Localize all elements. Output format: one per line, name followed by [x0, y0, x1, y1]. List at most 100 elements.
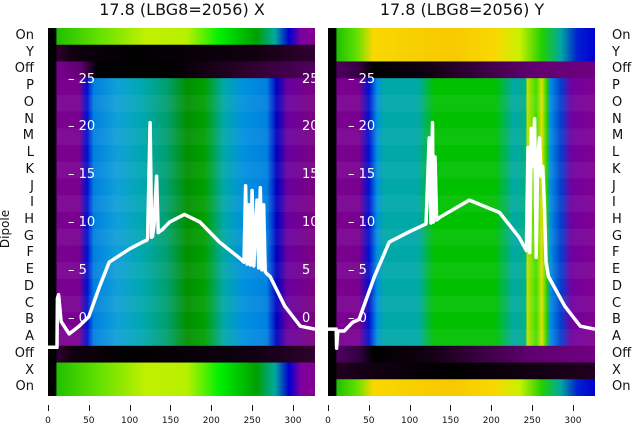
x-tick-mark	[532, 405, 534, 411]
heatmap-row	[328, 78, 595, 96]
row-label: On	[15, 379, 34, 395]
chart-title-x: 17.8 (LBG8=2056) X	[99, 0, 265, 19]
heatmap-row	[328, 94, 595, 113]
overlay-ytick-label: – 20	[348, 119, 376, 135]
heatmap-row-stripe	[56, 228, 315, 246]
x-tick-mark	[211, 405, 213, 411]
heatmap-row-stripe	[336, 262, 595, 279]
row-label: B	[612, 312, 621, 328]
heatmap-row	[328, 28, 595, 46]
row-label: D	[23, 278, 34, 294]
row-label: C	[612, 295, 622, 311]
heatmap-row	[48, 329, 315, 347]
row-label: Y	[612, 44, 620, 60]
x-tick-mark	[572, 405, 574, 411]
overlay-ytick-label: – 5	[68, 262, 87, 278]
heatmap-row	[328, 61, 595, 79]
heatmap-row	[48, 178, 315, 196]
heatmap-row-stripe	[56, 128, 315, 146]
overlay-ytick-label-right: 25	[302, 71, 319, 87]
heatmap-row-stripe	[336, 161, 595, 179]
x-tick-label: 100	[401, 416, 419, 426]
row-label: H	[612, 212, 622, 227]
heatmap-row	[48, 278, 315, 297]
heatmap-row	[328, 278, 595, 297]
row-label: Off	[14, 345, 34, 361]
row-label: F	[612, 245, 620, 261]
x-tick-label: 50	[83, 416, 95, 426]
overlay-ytick-label: – 0	[68, 310, 87, 326]
heatmap-row-stripe	[336, 228, 595, 246]
row-label: G	[23, 228, 34, 244]
heatmap-row	[48, 61, 315, 79]
overlay-ytick-label-right: 5	[302, 262, 311, 278]
row-label: X	[612, 362, 621, 378]
heatmap-row-stripe	[56, 262, 315, 279]
heatmap-row	[328, 379, 595, 396]
heatmap-panel-x	[48, 28, 315, 396]
row-label: D	[612, 278, 623, 294]
heatmap-row	[48, 94, 315, 113]
x-tick-label: 250	[243, 416, 261, 426]
x-tick-mark	[292, 405, 294, 411]
heatmap-row	[48, 145, 315, 163]
heatmap-row	[48, 44, 315, 62]
heatmap-panel-y	[328, 28, 595, 396]
row-label: M	[22, 128, 34, 144]
heatmap-row	[328, 44, 595, 62]
overlay-ytick-label: – 5	[348, 262, 367, 278]
row-label: M	[612, 128, 624, 144]
x-tick-label: 250	[523, 416, 541, 426]
row-label: F	[26, 245, 34, 261]
row-label: N	[612, 111, 622, 127]
row-label: J	[30, 178, 34, 194]
heatmap-row	[328, 128, 595, 146]
heatmap-row-stripe	[336, 295, 595, 313]
overlay-ytick-label: – 25	[348, 71, 376, 87]
profile-line	[48, 120, 315, 350]
overlay-ytick-label-right: 15	[302, 167, 319, 183]
overlay-ytick-label: – 20	[68, 119, 96, 135]
row-label: L	[612, 145, 620, 161]
row-label: Off	[612, 61, 632, 77]
row-label: I	[612, 195, 616, 211]
overlay-ytick-label-right: 20	[302, 119, 319, 135]
heatmap-row-stripe	[56, 295, 315, 313]
heatmap-row	[328, 345, 595, 364]
x-tick-label: 200	[202, 416, 220, 426]
row-label: A	[25, 329, 34, 345]
row-label: On	[15, 28, 34, 43]
profile-line	[328, 117, 595, 350]
heatmap-row	[48, 379, 315, 396]
heatmap-row	[328, 362, 595, 380]
row-label: E	[612, 262, 621, 278]
heatmap-row	[328, 329, 595, 347]
chart-title-y: 17.8 (LBG8=2056) Y	[379, 0, 545, 19]
overlay-ytick-label-right: 0	[302, 310, 311, 326]
row-label: E	[25, 262, 34, 278]
x-tick-mark	[491, 405, 493, 411]
x-tick-mark	[88, 405, 90, 411]
x-tick-mark	[129, 405, 131, 411]
heatmap-row-stripe	[56, 329, 315, 346]
overlay-ytick-label: – 15	[68, 167, 96, 183]
row-label: On	[612, 379, 631, 395]
heatmap-row	[48, 78, 315, 96]
x-tick-mark	[368, 405, 370, 411]
overlay-ytick-label: – 25	[68, 71, 96, 87]
overlay-ytick-label: – 10	[348, 214, 376, 230]
heatmap-row	[48, 362, 315, 380]
overlay-ytick-label: – 0	[348, 310, 367, 326]
x-tick-mark	[409, 405, 411, 411]
x-tick-label: 200	[482, 416, 500, 426]
row-label: C	[24, 295, 34, 311]
overlay-ytick-label: – 15	[348, 167, 376, 183]
heatmap-row	[48, 128, 315, 146]
row-label: K	[25, 161, 34, 177]
row-label: O	[23, 94, 34, 110]
heatmap-row	[48, 345, 315, 364]
x-tick-label: 150	[161, 416, 180, 426]
x-tick-mark	[252, 405, 254, 411]
row-label: On	[612, 28, 631, 43]
